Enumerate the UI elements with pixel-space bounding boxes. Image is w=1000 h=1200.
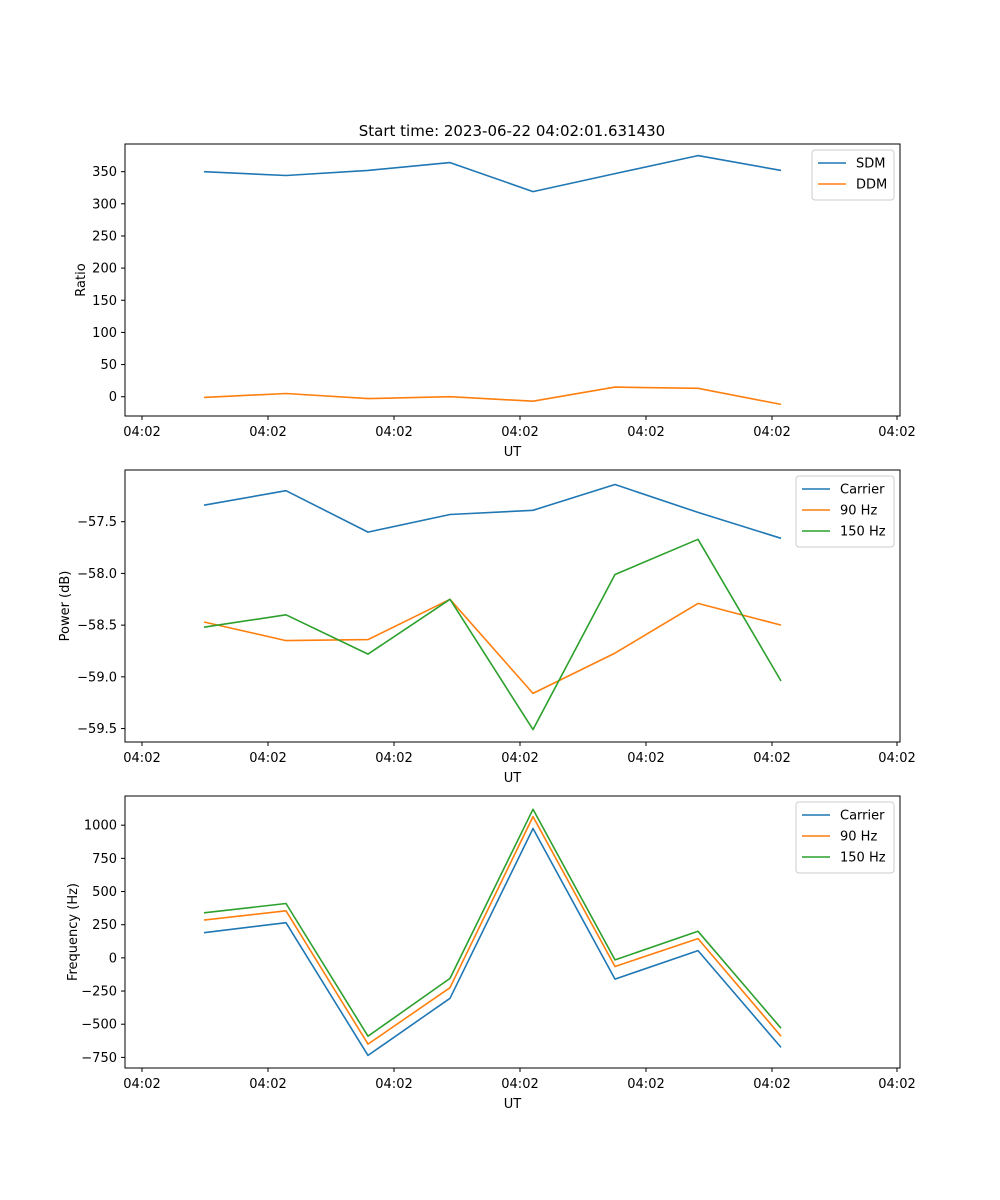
y-tick-label: 200: [92, 262, 117, 277]
y-tick-label: 0: [109, 390, 117, 405]
series-line-90-hz: [203, 815, 782, 1045]
y-tick-label: −58.5: [77, 619, 117, 634]
x-tick-label: 04:02: [123, 1077, 160, 1092]
x-tick-label: 04:02: [753, 425, 790, 440]
y-tick-label: −57.5: [77, 515, 117, 530]
y-tick-label: 100: [92, 326, 117, 341]
x-tick-label: 04:02: [878, 751, 915, 766]
y-tick-label: 0: [109, 951, 117, 966]
x-axis-label: UT: [504, 1097, 522, 1112]
x-tick-label: 04:02: [249, 425, 286, 440]
x-tick-label: 04:02: [627, 1077, 664, 1092]
legend-label: 90 Hz: [840, 830, 877, 845]
series-line-150-hz: [203, 808, 782, 1037]
legend-label: DDM: [856, 178, 887, 193]
legend-label: 150 Hz: [840, 851, 886, 866]
chart-panel-3: 04:02 04:02 04:02 04:02 04:02 04:02 04:02 1000 7…: [66, 795, 916, 1112]
x-tick-label: 04:02: [627, 751, 664, 766]
legend-label: 90 Hz: [840, 504, 877, 519]
x-axis-label: UT: [504, 771, 522, 786]
x-tick-label: 04:02: [123, 751, 160, 766]
series-line-carrier: [203, 483, 782, 540]
legend-label: Carrier: [840, 809, 885, 824]
plot-frame: [124, 143, 901, 417]
y-axis-label: Ratio: [74, 263, 89, 296]
y-tick-label: 750: [92, 852, 117, 867]
y-tick-label: 300: [92, 197, 117, 212]
y-tick-label: 500: [92, 885, 117, 900]
x-tick-label: 04:02: [501, 751, 538, 766]
legend-box: [795, 801, 895, 874]
y-tick-label: 250: [92, 229, 117, 244]
chart-panel-2: 04:02 04:02 04:02 04:02 04:02 04:02 04:02 −57.5…: [58, 469, 916, 786]
y-tick-label: −58.0: [77, 567, 117, 582]
y-tick-label: 350: [92, 165, 117, 180]
y-tick-label: −750: [81, 1051, 117, 1066]
x-tick-label: 04:02: [627, 425, 664, 440]
x-tick-label: 04:02: [878, 1077, 915, 1092]
plot-frame: [124, 469, 901, 743]
x-tick-label: 04:02: [123, 425, 160, 440]
y-tick-label: −250: [81, 985, 117, 1000]
series-line-ddm: [203, 386, 782, 406]
x-tick-label: 04:02: [249, 751, 286, 766]
series-line-sdm: [203, 154, 782, 193]
y-tick-label: −500: [81, 1018, 117, 1033]
x-tick-label: 04:02: [501, 425, 538, 440]
series-line-150-hz: [203, 538, 782, 731]
x-axis-label: UT: [504, 445, 522, 460]
y-tick-label: −59.5: [77, 722, 117, 737]
y-axis-label: Frequency (Hz): [66, 883, 81, 981]
chart-panel-1: 04:02 04:02 04:02 04:02 04:02 04:02 04:02 0 50 10…: [74, 143, 916, 460]
x-tick-label: 04:02: [878, 425, 915, 440]
legend-label: SDM: [856, 157, 885, 172]
x-tick-label: 04:02: [375, 751, 412, 766]
x-tick-label: 04:02: [753, 751, 790, 766]
x-tick-label: 04:02: [501, 1077, 538, 1092]
series-line-carrier: [203, 827, 782, 1057]
y-tick-label: 1000: [84, 819, 117, 834]
y-axis-label: Power (dB): [58, 571, 73, 642]
x-tick-label: 04:02: [249, 1077, 286, 1092]
y-tick-label: 50: [100, 358, 117, 373]
y-tick-label: 150: [92, 294, 117, 309]
x-tick-label: 04:02: [375, 1077, 412, 1092]
series-line-90-hz: [203, 598, 782, 695]
legend-box: [795, 475, 895, 548]
y-tick-label: −59.0: [77, 670, 117, 685]
y-tick-label: 250: [92, 918, 117, 933]
chart-panels: 04:02 04:02 04:02 04:02 04:02 04:02 04:02 0 50 10…: [58, 143, 916, 1112]
plot-frame: [124, 795, 901, 1069]
x-tick-label: 04:02: [375, 425, 412, 440]
legend-label: Carrier: [840, 483, 885, 498]
figure-title: Start time: 2023-06-22 04:02:01.631430: [359, 122, 665, 140]
legend-label: 150 Hz: [840, 525, 886, 540]
x-tick-label: 04:02: [753, 1077, 790, 1092]
